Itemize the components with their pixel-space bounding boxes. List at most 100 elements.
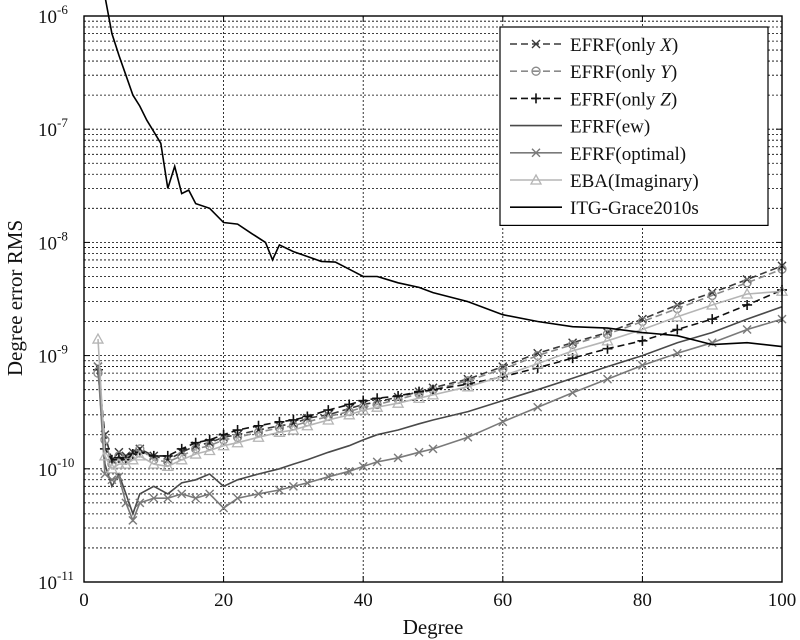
legend-label: EFRF(optimal) xyxy=(570,144,686,165)
data-point xyxy=(253,420,264,431)
data-point xyxy=(189,447,202,459)
data-point xyxy=(231,436,244,448)
data-point xyxy=(567,339,578,350)
data-point xyxy=(603,374,612,384)
data-point xyxy=(461,380,475,392)
legend-marker xyxy=(531,66,541,76)
data-point xyxy=(175,453,188,465)
series-line xyxy=(97,265,783,462)
data-point xyxy=(162,450,173,461)
data-point xyxy=(191,493,201,503)
data-point xyxy=(498,417,508,427)
x-tick-label: 40 xyxy=(354,590,373,611)
legend-item: EFRF(only X) xyxy=(510,35,678,56)
axis-ticks: 0 20 40 60 80 100 10-11 10-10 10-9 10-8 10-7 10-6 xyxy=(38,2,796,611)
data-point xyxy=(302,478,312,488)
legend-item: EBA(Imaginary) xyxy=(510,171,699,192)
data-point xyxy=(671,310,684,322)
data-point xyxy=(274,485,284,495)
data-point xyxy=(533,402,543,412)
data-point xyxy=(98,449,112,461)
data-point xyxy=(93,362,103,372)
data-point xyxy=(163,493,173,503)
data-point xyxy=(190,437,201,448)
x-tick-label: 0 xyxy=(79,590,89,611)
legend-marker xyxy=(531,148,541,158)
y-axis-title: Degree error RMS xyxy=(3,220,27,376)
data-point xyxy=(393,453,403,463)
y-tick-label: 10-6 xyxy=(38,2,68,28)
data-point xyxy=(273,425,286,437)
data-point xyxy=(463,374,473,384)
data-point xyxy=(177,489,187,499)
data-point xyxy=(357,403,370,415)
x-tick-label: 100 xyxy=(768,590,797,611)
data-point xyxy=(252,430,265,442)
data-point xyxy=(107,475,117,485)
legend-marker xyxy=(531,93,541,104)
data-point xyxy=(91,332,105,344)
data-point xyxy=(740,287,754,299)
data-point xyxy=(568,338,578,348)
data-point xyxy=(672,324,683,335)
data-point xyxy=(566,344,579,356)
legend-item: EFRF(only Y) xyxy=(510,62,677,83)
data-point xyxy=(601,334,614,346)
data-point xyxy=(288,481,298,491)
data-point xyxy=(568,388,578,398)
data-point xyxy=(287,423,300,435)
data-point xyxy=(372,457,382,467)
legend-item: ITG-Grace2010s xyxy=(510,198,699,219)
data-point xyxy=(707,314,718,325)
series-4 xyxy=(93,314,787,525)
legend-marker xyxy=(531,39,541,49)
data-point xyxy=(218,429,229,440)
data-point xyxy=(742,325,752,335)
data-point xyxy=(135,498,145,508)
series-line xyxy=(97,290,783,470)
legend-item: EFRF(optimal) xyxy=(510,144,686,165)
legend: EFRF(only X) EFRF(only Y) EFRF(only Z) EFRF… xyxy=(499,26,769,226)
data-point xyxy=(344,399,355,410)
y-tick-label: 10-8 xyxy=(38,228,68,254)
data-point xyxy=(301,419,314,431)
y-tick-label: 10-9 xyxy=(38,342,68,368)
data-point xyxy=(412,391,426,403)
data-point xyxy=(323,472,333,482)
data-point xyxy=(128,515,138,525)
data-point xyxy=(274,416,285,427)
legend-marker xyxy=(529,173,543,185)
data-point xyxy=(176,443,187,454)
legend-label: EFRF(ew) xyxy=(570,117,650,138)
data-point xyxy=(707,288,717,298)
data-point xyxy=(636,323,649,335)
series-group xyxy=(91,0,789,525)
data-point xyxy=(463,432,473,442)
series-line xyxy=(104,0,783,348)
data-point xyxy=(742,299,753,310)
data-point xyxy=(344,466,354,476)
legend-label: EFRF(only X) xyxy=(570,35,678,56)
data-point xyxy=(707,338,717,348)
data-point xyxy=(414,447,424,457)
data-point xyxy=(219,503,229,513)
data-point xyxy=(742,278,752,288)
data-point xyxy=(672,348,682,358)
y-tick-label: 10-7 xyxy=(38,115,68,141)
data-point xyxy=(147,457,160,469)
y-tick-label: 10-10 xyxy=(38,455,74,481)
y-tick-label: 10-11 xyxy=(38,568,74,594)
legend-label: EFRF(only Y) xyxy=(570,62,677,83)
data-point xyxy=(161,460,174,472)
data-point xyxy=(414,386,425,397)
legend-label: EFRF(only Z) xyxy=(570,89,677,110)
series-5 xyxy=(91,284,789,474)
data-point xyxy=(217,439,230,451)
data-point xyxy=(706,298,719,310)
data-point xyxy=(531,357,544,369)
data-point xyxy=(203,444,216,456)
x-tick-label: 60 xyxy=(493,590,512,611)
data-point xyxy=(112,457,126,469)
data-point xyxy=(232,425,243,436)
